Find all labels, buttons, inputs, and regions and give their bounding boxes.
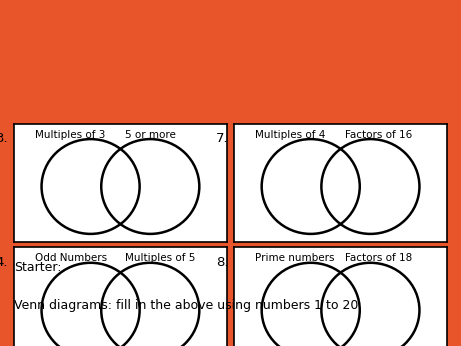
Text: 7.: 7. bbox=[216, 132, 228, 145]
Text: Multiples of 3: Multiples of 3 bbox=[35, 130, 106, 140]
Text: 5 or more: 5 or more bbox=[124, 130, 176, 140]
Text: 8.: 8. bbox=[216, 256, 228, 269]
Text: Venn diagrams: fill in the above using numbers 1 to 20: Venn diagrams: fill in the above using n… bbox=[14, 299, 358, 312]
Text: Multiples of 5: Multiples of 5 bbox=[124, 253, 195, 263]
Text: Starter:: Starter: bbox=[14, 261, 61, 274]
Text: Factors of 16: Factors of 16 bbox=[345, 130, 412, 140]
Text: Odd Numbers: Odd Numbers bbox=[35, 253, 107, 263]
Text: Multiples of 4: Multiples of 4 bbox=[255, 130, 325, 140]
Text: 4.: 4. bbox=[0, 256, 8, 269]
Text: Prime numbers: Prime numbers bbox=[255, 253, 335, 263]
Text: Factors of 18: Factors of 18 bbox=[345, 253, 412, 263]
Text: 3.: 3. bbox=[0, 132, 8, 145]
